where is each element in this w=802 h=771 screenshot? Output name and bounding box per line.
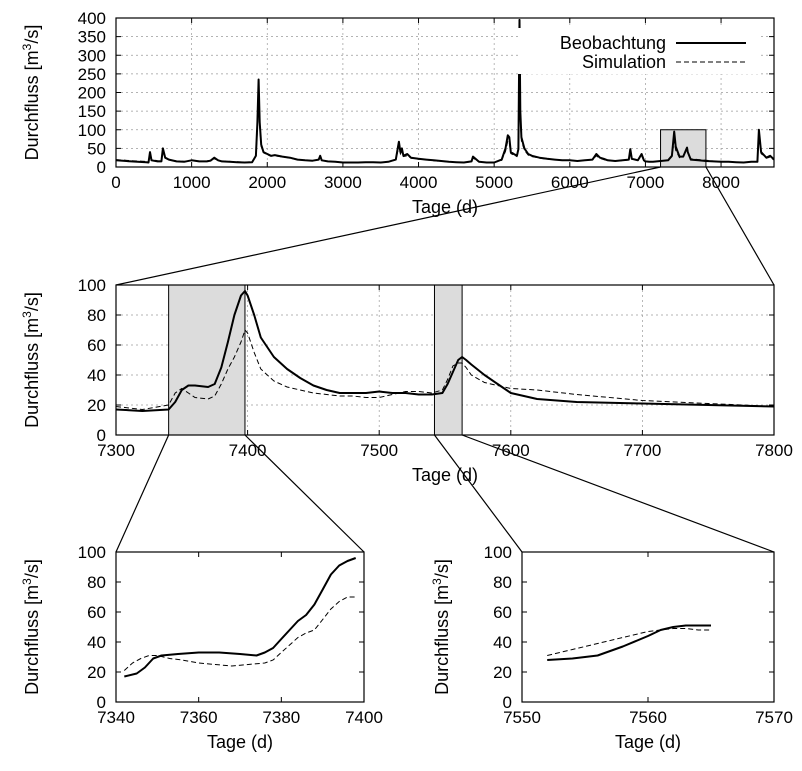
x-tick-label: 7560 bbox=[629, 708, 667, 727]
y-tick-label: 40 bbox=[87, 633, 106, 652]
x-tick-label: 8000 bbox=[702, 173, 740, 192]
y-tick-label: 40 bbox=[493, 633, 512, 652]
y-tick-label: 50 bbox=[87, 139, 106, 158]
y-tick-label: 0 bbox=[97, 158, 106, 177]
x-tick-label: 7600 bbox=[492, 441, 530, 460]
y-tick-label: 250 bbox=[78, 65, 106, 84]
y-tick-label: 150 bbox=[78, 102, 106, 121]
panel-zoom-right: 7550 7560 7570 0 20 40 60 80 100 Tage (d) Durchflu… bbox=[430, 543, 793, 752]
series-simulation bbox=[123, 596, 356, 671]
series-beobachtung bbox=[124, 557, 357, 678]
y-tick-label: 0 bbox=[97, 426, 106, 445]
x-tick-label: 7000 bbox=[627, 173, 665, 192]
y-tick-label: 80 bbox=[493, 573, 512, 592]
connector-zoom-right-a bbox=[433, 434, 523, 553]
x-tick-label: 4000 bbox=[400, 173, 438, 192]
y-tick-label: 0 bbox=[503, 693, 512, 712]
series-beobachtung bbox=[116, 290, 774, 412]
y-tick-label: 350 bbox=[78, 28, 106, 47]
legend-observed-label: Beobachtung bbox=[560, 33, 666, 53]
legend-background bbox=[518, 28, 758, 74]
series-simulation bbox=[116, 329, 774, 411]
x-axis-label: Tage (d) bbox=[412, 197, 478, 217]
y-axis-label: Durchfluss [m3/s] bbox=[20, 25, 42, 161]
panel-zoom-left: 7340 7360 7380 7400 0 20 40 60 80 100 Tage (d) Durc… bbox=[20, 543, 383, 752]
panel-mid: 7300 7400 7500 7600 7700 7800 0 20 40 60 80 100 Tage… bbox=[20, 276, 793, 485]
y-tick-label: 20 bbox=[87, 396, 106, 415]
zoom-connectors bbox=[115, 166, 775, 553]
x-axis-label: Tage (d) bbox=[412, 465, 478, 485]
axes-frame bbox=[115, 284, 775, 436]
y-tick-label: 20 bbox=[493, 663, 512, 682]
x-tick-label: 7800 bbox=[755, 441, 793, 460]
connector-left bbox=[115, 166, 661, 286]
panel-overview: 0 1000 2000 3000 4000 5000 6000 7000 80000501001… bbox=[20, 9, 775, 217]
y-tick-label: 60 bbox=[87, 603, 106, 622]
y-axis-label: Durchfluss [m3/s] bbox=[20, 559, 42, 695]
y-tick-label: 100 bbox=[484, 543, 512, 562]
x-tick-label: 7570 bbox=[755, 708, 793, 727]
x-tick-label: 7400 bbox=[229, 441, 267, 460]
series-simulation bbox=[547, 628, 711, 656]
x-tick-label: 7300 bbox=[97, 441, 135, 460]
x-tick-label: 1000 bbox=[173, 173, 211, 192]
x-tick-label: 3000 bbox=[324, 173, 362, 192]
y-tick-label: 80 bbox=[87, 306, 106, 325]
x-tick-label: 6000 bbox=[551, 173, 589, 192]
x-axis-label: Tage (d) bbox=[207, 732, 273, 752]
y-tick-label: 20 bbox=[87, 663, 106, 682]
x-axis-label: Tage (d) bbox=[615, 732, 681, 752]
connector-zoom-right-b bbox=[461, 434, 775, 553]
connector-right bbox=[705, 166, 775, 286]
y-tick-label: 100 bbox=[78, 543, 106, 562]
legend: Beobachtung Simulation bbox=[518, 28, 758, 74]
y-tick-label: 60 bbox=[493, 603, 512, 622]
y-tick-label: 200 bbox=[78, 84, 106, 103]
x-tick-label: 7700 bbox=[623, 441, 661, 460]
x-tick-label: 2000 bbox=[248, 173, 286, 192]
axes-frame bbox=[115, 551, 365, 703]
y-axis-label: Durchfluss [m3/s] bbox=[430, 559, 452, 695]
connector-zoom-left-a bbox=[115, 434, 170, 553]
y-axis-label: Durchfluss [m3/s] bbox=[20, 292, 42, 428]
x-tick-label: 7340 bbox=[97, 708, 135, 727]
y-tick-label: 300 bbox=[78, 46, 106, 65]
legend-simulated-label: Simulation bbox=[582, 52, 666, 72]
y-tick-label: 80 bbox=[87, 573, 106, 592]
x-tick-label: 7380 bbox=[262, 708, 300, 727]
y-tick-label: 100 bbox=[78, 276, 106, 295]
y-tick-label: 40 bbox=[87, 366, 106, 385]
series-simulation bbox=[116, 51, 774, 164]
y-tick-label: 400 bbox=[78, 9, 106, 28]
x-tick-label: 7550 bbox=[503, 708, 541, 727]
y-tick-label: 60 bbox=[87, 336, 106, 355]
zoom-box-0 bbox=[660, 129, 707, 168]
x-tick-label: 5000 bbox=[475, 173, 513, 192]
y-tick-label: 100 bbox=[78, 121, 106, 140]
axes-frame bbox=[521, 551, 775, 703]
x-tick-label: 7360 bbox=[180, 708, 218, 727]
y-tick-label: 0 bbox=[97, 693, 106, 712]
x-tick-label: 0 bbox=[111, 173, 120, 192]
x-tick-label: 7400 bbox=[345, 708, 383, 727]
x-tick-label: 7500 bbox=[360, 441, 398, 460]
zoom-box-0 bbox=[168, 284, 246, 436]
series-beobachtung bbox=[547, 624, 711, 661]
connector-zoom-left-b bbox=[244, 434, 365, 553]
